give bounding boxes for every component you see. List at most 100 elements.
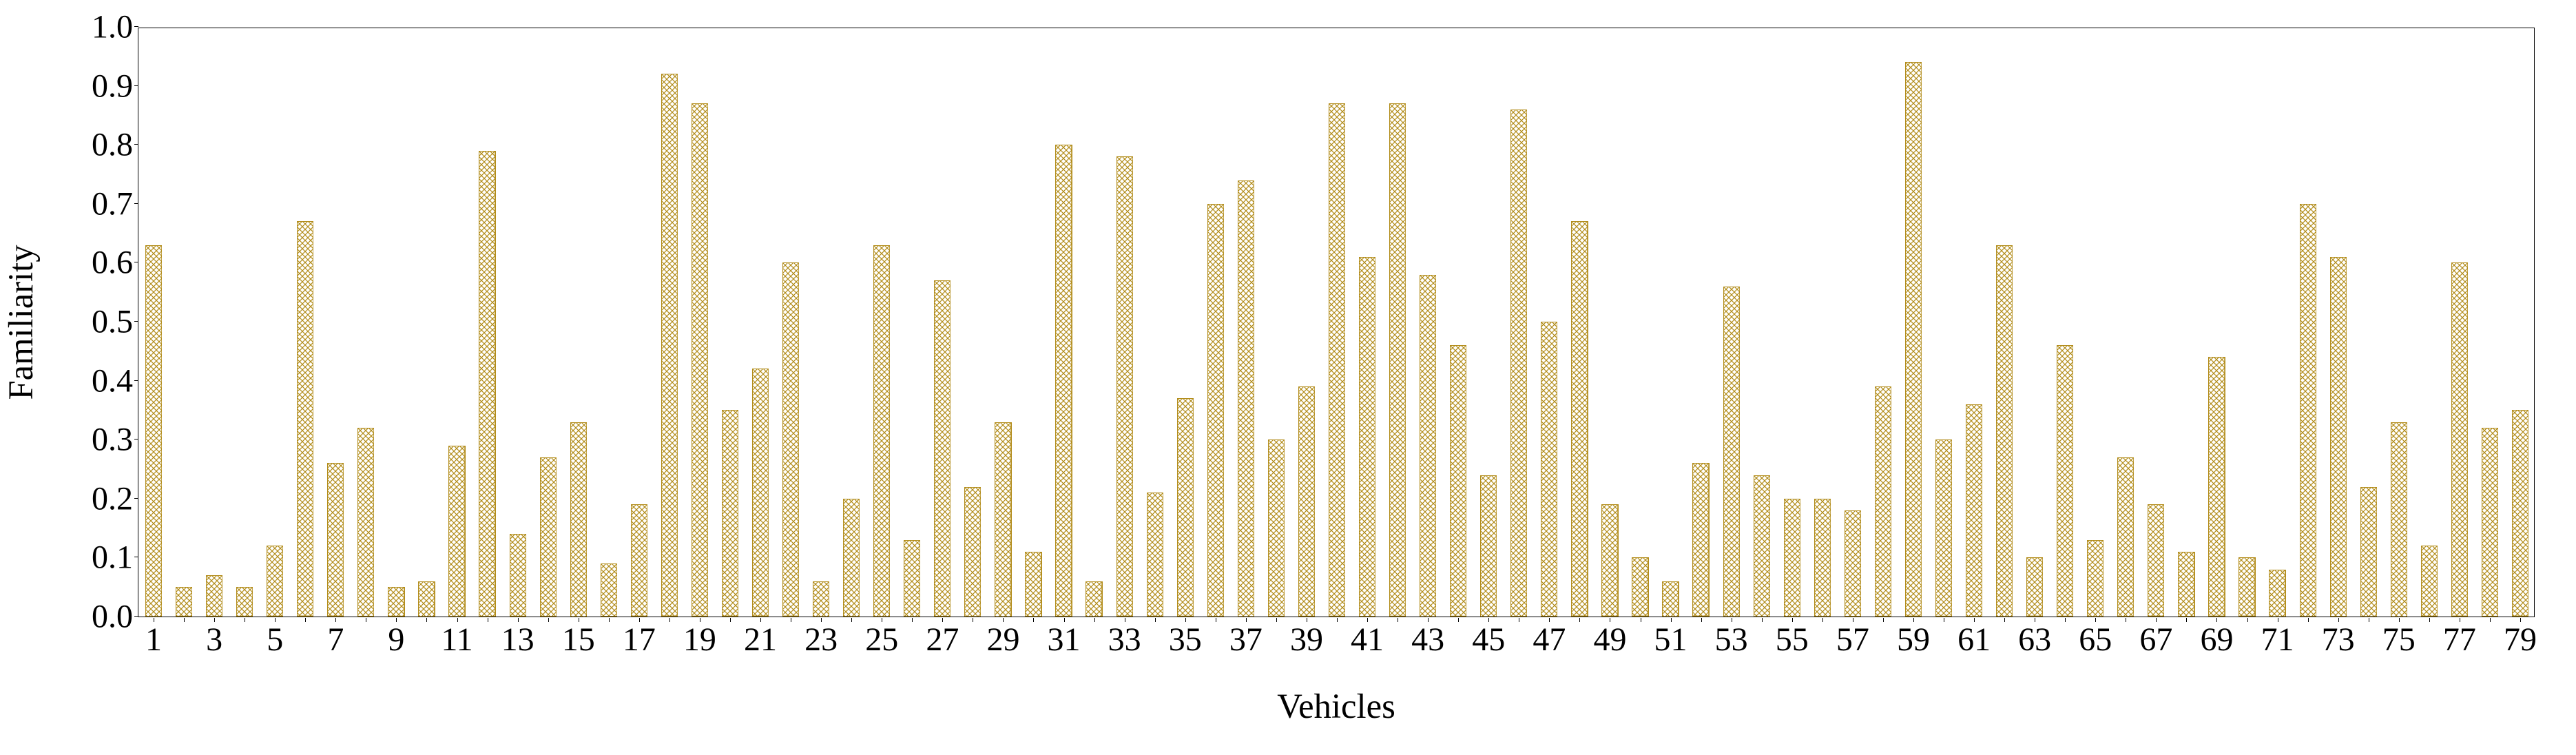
- bar: [145, 245, 162, 617]
- bar: [661, 74, 678, 617]
- x-tick-label: 35: [1169, 617, 1202, 659]
- y-axis-label: Familiarity: [1, 245, 41, 400]
- x-tick-label: 51: [1654, 617, 1687, 659]
- bar: [2057, 345, 2073, 617]
- x-tick-label: 67: [2139, 617, 2172, 659]
- x-tick-label: 53: [1715, 617, 1748, 659]
- x-tick-label: 47: [1533, 617, 1566, 659]
- x-tick-mark: [1762, 618, 1763, 622]
- x-tick-label: 45: [1472, 617, 1505, 659]
- bar: [1359, 257, 1375, 617]
- bar: [1905, 62, 1922, 617]
- bar: [2148, 504, 2164, 617]
- x-tick-mark: [426, 618, 427, 622]
- bar: [2360, 487, 2377, 617]
- bar: [1298, 386, 1315, 617]
- bar: [1207, 204, 1224, 617]
- bar: [1996, 245, 2013, 617]
- bar: [1450, 345, 1466, 617]
- x-tick-mark: [2065, 618, 2066, 622]
- x-tick-label: 15: [562, 617, 595, 659]
- bar: [1055, 145, 1072, 617]
- bar: [1814, 499, 1831, 617]
- x-tick-label: 65: [2079, 617, 2112, 659]
- x-tick-label: 3: [206, 617, 222, 659]
- y-tick-label: 0.5: [92, 303, 138, 341]
- bar: [934, 280, 951, 617]
- x-tick-label: 11: [441, 617, 472, 659]
- bar: [2026, 557, 2043, 617]
- x-tick-label: 39: [1290, 617, 1323, 659]
- x-tick-label: 23: [804, 617, 838, 659]
- bar: [904, 540, 920, 617]
- x-tick-label: 31: [1048, 617, 1081, 659]
- bar: [2482, 428, 2498, 617]
- x-tick-mark: [1337, 618, 1338, 622]
- x-tick-mark: [305, 618, 306, 622]
- bar: [448, 446, 465, 617]
- x-tick-mark: [1701, 618, 1702, 622]
- bar: [1025, 552, 1041, 617]
- bar: [297, 221, 313, 617]
- bar: [1510, 110, 1527, 617]
- x-tick-mark: [851, 618, 852, 622]
- x-tick-mark: [2186, 618, 2187, 622]
- x-tick-label: 37: [1229, 617, 1263, 659]
- bar: [236, 587, 253, 617]
- bar: [2300, 204, 2316, 617]
- bar: [752, 369, 769, 617]
- bar: [570, 422, 587, 617]
- x-tick-mark: [184, 618, 185, 622]
- x-tick-mark: [2490, 618, 2491, 622]
- bar: [1177, 398, 1194, 617]
- bar: [1480, 475, 1497, 617]
- bar: [1966, 404, 1982, 617]
- bar: [995, 422, 1011, 617]
- x-tick-mark: [2308, 618, 2309, 622]
- x-tick-label: 55: [1776, 617, 1809, 659]
- x-tick-label: 71: [2261, 617, 2294, 659]
- bar: [2391, 422, 2407, 617]
- x-tick-label: 57: [1836, 617, 1869, 659]
- bar: [176, 587, 192, 617]
- bars-layer: [138, 28, 2534, 617]
- x-tick-label: 79: [2504, 617, 2537, 659]
- y-tick-label: 0.0: [92, 598, 138, 636]
- bar: [2512, 410, 2528, 617]
- y-tick-label: 0.1: [92, 539, 138, 577]
- bar: [2117, 457, 2134, 617]
- bar: [2239, 557, 2255, 617]
- y-tick-label: 0.2: [92, 479, 138, 517]
- y-tick-label: 0.7: [92, 185, 138, 223]
- bar: [1389, 103, 1406, 617]
- bar: [1692, 463, 1709, 617]
- y-tick-label: 1.0: [92, 8, 138, 46]
- bar: [1784, 499, 1800, 617]
- x-tick-mark: [730, 618, 731, 622]
- x-tick-label: 13: [501, 617, 534, 659]
- bar: [692, 103, 708, 617]
- x-tick-label: 41: [1351, 617, 1384, 659]
- bar: [1723, 287, 1740, 617]
- x-tick-label: 61: [1957, 617, 1991, 659]
- plot-area: 0.00.10.20.30.40.50.60.70.80.91.01357911…: [138, 28, 2535, 617]
- x-tick-mark: [669, 618, 670, 622]
- bar: [1845, 510, 1861, 617]
- chart-root: FamiliarityVehicles0.00.10.20.30.40.50.6…: [0, 0, 2576, 755]
- x-tick-mark: [2247, 618, 2248, 622]
- bar: [327, 463, 344, 617]
- x-tick-mark: [1822, 618, 1823, 622]
- bar: [873, 245, 890, 617]
- x-tick-label: 49: [1593, 617, 1626, 659]
- bar: [813, 581, 829, 617]
- bar: [782, 262, 799, 617]
- bar: [2208, 357, 2225, 617]
- bar: [2178, 552, 2194, 617]
- bar: [418, 581, 435, 617]
- bar: [206, 575, 222, 617]
- x-tick-mark: [548, 618, 549, 622]
- bar: [843, 499, 860, 617]
- bar: [2421, 546, 2438, 617]
- x-tick-label: 1: [145, 617, 162, 659]
- x-tick-label: 75: [2382, 617, 2416, 659]
